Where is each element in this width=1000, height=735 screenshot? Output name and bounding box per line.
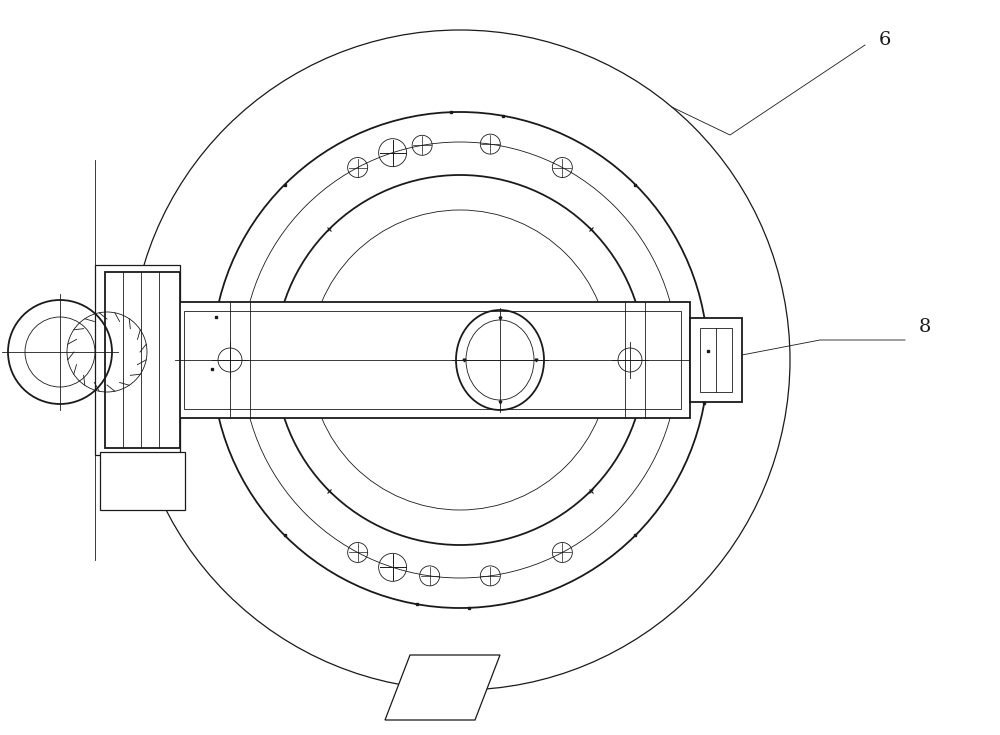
Bar: [105, 272, 180, 448]
Bar: [100, 452, 185, 510]
Bar: [690, 318, 742, 402]
Text: 6: 6: [879, 31, 891, 49]
Bar: [175, 302, 690, 418]
Bar: [95, 265, 180, 455]
Bar: [184, 311, 681, 409]
Bar: [700, 328, 732, 392]
Text: 8: 8: [919, 318, 931, 336]
Polygon shape: [385, 655, 500, 720]
